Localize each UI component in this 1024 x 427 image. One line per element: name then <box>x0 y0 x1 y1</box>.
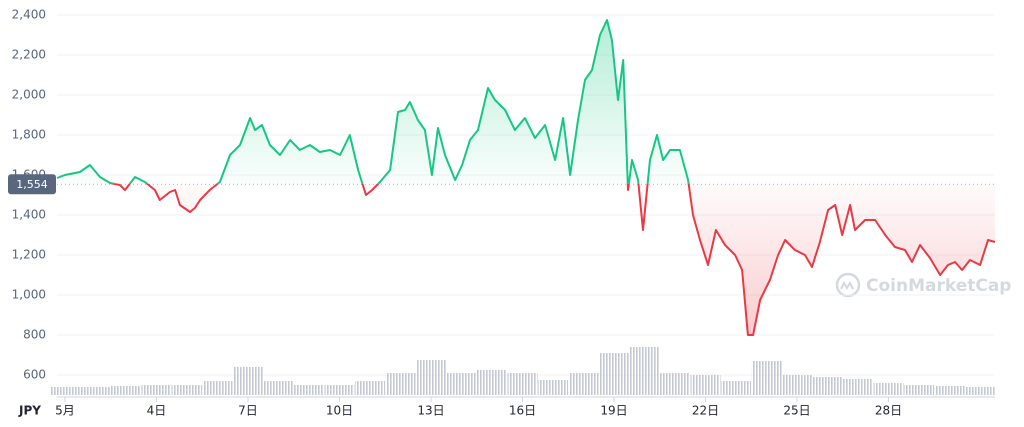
x-tick-label: 25日 <box>783 404 810 418</box>
volume-bar <box>782 375 813 395</box>
currency-label: JPY <box>18 404 41 418</box>
x-tick-label: 13日 <box>417 404 444 418</box>
volume-bar <box>660 373 691 395</box>
volume-bar <box>202 381 233 395</box>
x-tick-label: 10日 <box>326 404 353 418</box>
volume-bar <box>80 387 111 395</box>
x-tick-label: 19日 <box>600 404 627 418</box>
volume-bar <box>476 370 507 395</box>
watermark: CoinMarketCap <box>835 272 1011 298</box>
volume-bar <box>507 373 538 395</box>
volume-bar <box>599 353 630 395</box>
volume-bar <box>537 380 568 395</box>
volume-bar <box>415 360 446 395</box>
baseline-label-box <box>8 174 56 195</box>
volume-bar <box>965 387 996 395</box>
volume-bar <box>324 385 355 395</box>
y-tick-label: 1,400 <box>12 208 46 222</box>
x-tick-label: 16日 <box>509 404 536 418</box>
y-tick-label: 2,000 <box>12 88 46 102</box>
y-tick-label: 2,400 <box>12 8 46 22</box>
y-tick-label: 800 <box>23 328 46 342</box>
volume-bar <box>141 385 172 395</box>
y-tick-label: 1,800 <box>12 128 46 142</box>
volume-bar <box>812 377 843 395</box>
volume-bar <box>568 373 599 395</box>
y-tick-label: 1,200 <box>12 248 46 262</box>
y-tick-label: 1,000 <box>12 288 46 302</box>
volume-bar <box>843 379 874 395</box>
volume-bar <box>263 381 294 395</box>
volume-bar <box>385 373 416 395</box>
price-line <box>56 19 996 336</box>
volume-bar <box>171 385 202 395</box>
volume-bar <box>293 385 324 395</box>
volume-bar <box>721 381 752 395</box>
x-tick-label: 7日 <box>238 404 258 418</box>
volume-bar <box>49 387 80 395</box>
volume-bar <box>110 386 141 395</box>
x-tick-label: 22日 <box>692 404 719 418</box>
baseline-label: 1,554 <box>16 178 48 191</box>
volume-bar <box>751 361 782 395</box>
volume-bar <box>934 386 965 395</box>
volume-bar <box>690 375 721 395</box>
watermark-text: CoinMarketCap <box>866 276 1011 296</box>
volume-bar <box>904 385 935 395</box>
x-tick-label: 4日 <box>147 404 167 418</box>
volume-bar <box>873 383 904 395</box>
y-tick-label: 2,200 <box>12 48 46 62</box>
x-tick-label: 28日 <box>875 404 902 418</box>
volume-bar <box>446 373 477 395</box>
x-tick-label: 5月 <box>55 404 75 418</box>
volume-bar <box>629 347 660 395</box>
y-tick-label: 600 <box>23 368 46 382</box>
volume-bar <box>354 381 385 395</box>
price-area <box>57 20 995 335</box>
volume-bar <box>232 367 263 395</box>
